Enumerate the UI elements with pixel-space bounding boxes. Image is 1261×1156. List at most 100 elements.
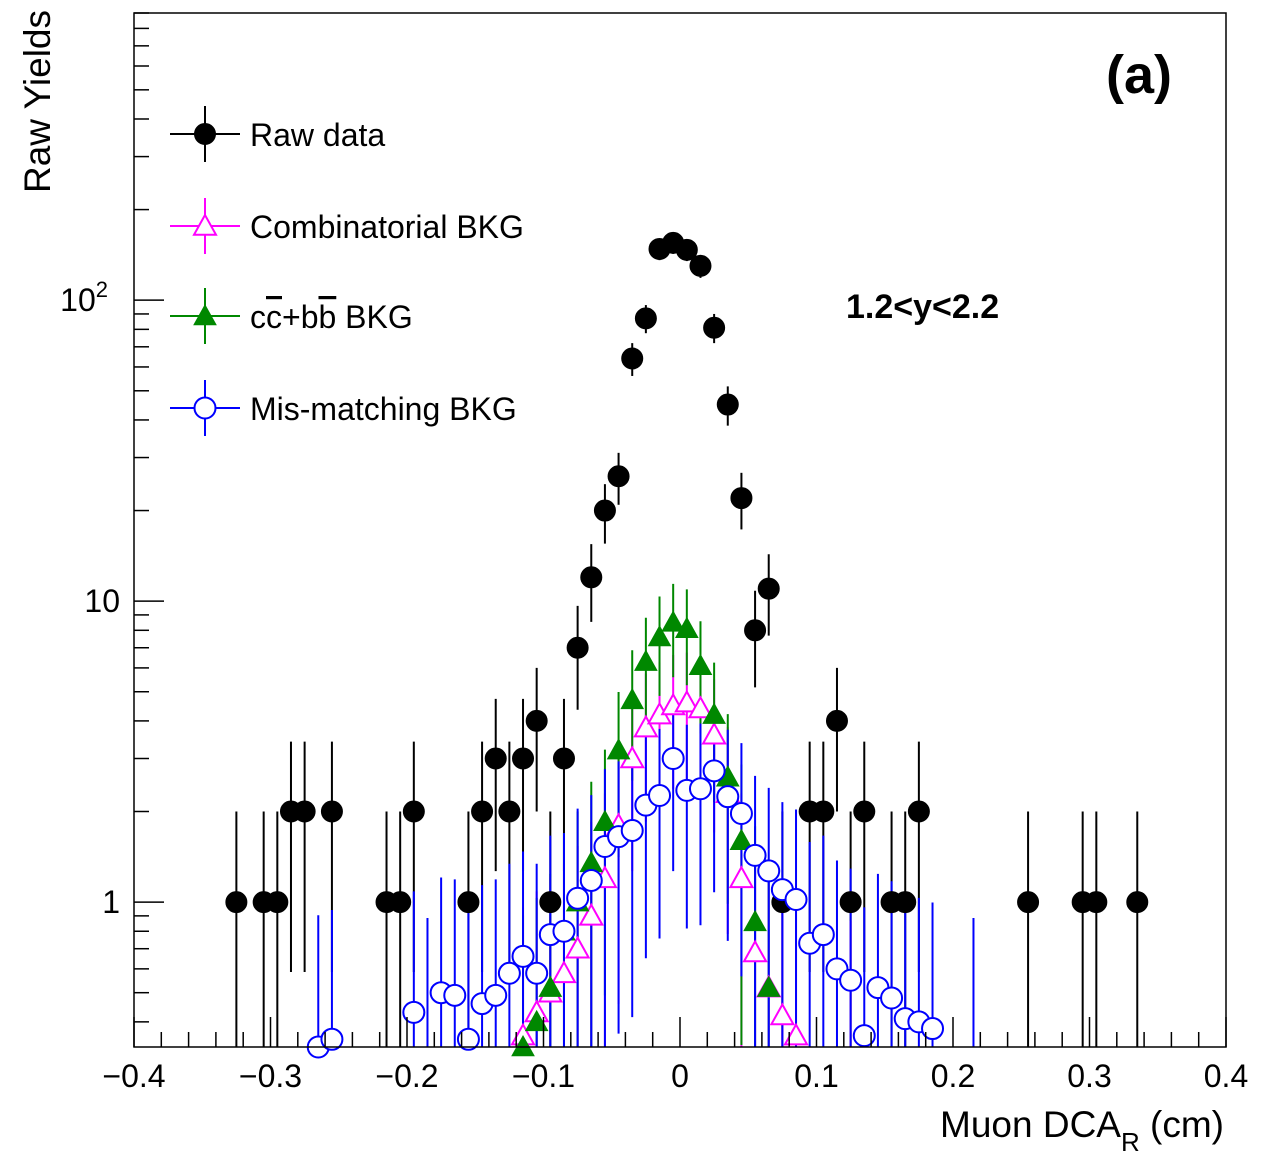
raw-data-point xyxy=(1126,891,1149,914)
raw-data-point xyxy=(266,891,289,914)
legend-marker xyxy=(193,303,217,326)
raw-data-point xyxy=(730,487,753,510)
legend-marker xyxy=(192,212,218,236)
raw-data-point xyxy=(539,891,562,914)
raw-data-point xyxy=(512,747,535,770)
mis-matching-bkg-point xyxy=(688,777,712,801)
cc-bb-bkg-point xyxy=(743,909,767,932)
x-axis-title-main: Muon DCA xyxy=(940,1104,1121,1145)
mis-matching-bkg-point xyxy=(443,983,467,1007)
legend-marker xyxy=(194,123,216,145)
x-axis-title-subscript: R xyxy=(1121,1127,1140,1156)
x-tick-label: −0.2 xyxy=(375,1058,438,1094)
cc-bb-bkg-point xyxy=(593,809,617,831)
mis-matching-bkg-point xyxy=(497,961,521,985)
x-tick-label: 0.2 xyxy=(931,1058,975,1094)
raw-data-point xyxy=(471,800,494,823)
panel-label: (a) xyxy=(1106,45,1172,105)
raw-data-point xyxy=(607,465,630,488)
y-tick-label: 10 xyxy=(84,583,120,619)
x-axis-ticks: −0.4 −0.3 −0.2 −0.1 0 0.1 0.2 0.3 0.4 xyxy=(102,1017,1248,1094)
raw-data-point xyxy=(744,619,767,642)
raw-data-point xyxy=(566,636,589,659)
legend: Raw data Combinatorial BKG cc+bb BKG Mis-ma… xyxy=(170,106,524,436)
combinatorial-bkg-point xyxy=(742,939,768,963)
mis-matching-bkg-point xyxy=(620,818,644,842)
combinatorial-bkg-point xyxy=(728,865,755,889)
raw-data-point xyxy=(320,800,343,823)
legend-label: Combinatorial BKG xyxy=(250,209,524,245)
raw-data-point xyxy=(689,254,712,277)
mis-matching-bkg-point xyxy=(648,784,672,808)
x-tick-label: 0.3 xyxy=(1067,1058,1111,1094)
raw-data-point xyxy=(580,566,603,589)
rapidity-annotation: 1.2<y<2.2 xyxy=(846,288,999,326)
raw-data-point xyxy=(484,747,507,770)
cc-bb-bkg-point xyxy=(702,702,726,724)
raw-data-point xyxy=(757,577,780,600)
raw-data-point xyxy=(853,800,876,823)
x-tick-label: 0.4 xyxy=(1204,1058,1248,1094)
raw-data-point xyxy=(293,800,316,823)
mis-matching-bkg-point xyxy=(566,886,590,910)
legend-label: cc+bb BKG xyxy=(250,299,413,335)
combinatorial-bkg-point xyxy=(701,721,727,745)
raw-data-point xyxy=(825,709,848,732)
combinatorial-bkg-point xyxy=(783,1022,809,1046)
x-tick-label: −0.1 xyxy=(512,1058,575,1094)
combinatorial-bkg-point xyxy=(564,935,591,959)
raw-data-point xyxy=(552,747,575,770)
mis-matching-bkg-point xyxy=(716,785,740,809)
combinatorial-bkg-point xyxy=(551,960,577,984)
raw-data-point xyxy=(812,800,835,823)
cc-bb-bkg-point xyxy=(511,1034,535,1057)
y-axis-title: Raw Yields xyxy=(17,10,58,193)
data-markers xyxy=(225,231,1149,1059)
combinatorial-bkg-point xyxy=(687,695,714,719)
mis-matching-bkg-point xyxy=(525,961,549,985)
raw-data-point xyxy=(525,709,548,732)
raw-data-point xyxy=(839,891,862,914)
raw-data-point xyxy=(1085,891,1108,914)
mis-matching-bkg-point xyxy=(921,1017,945,1041)
raw-data-point xyxy=(593,499,616,522)
cc-bb-bkg-point xyxy=(620,687,645,710)
x-axis-title: Muon DCAR (cm) xyxy=(940,1104,1224,1156)
mis-matching-bkg-point xyxy=(484,983,508,1007)
combinatorial-bkg-point xyxy=(769,1002,796,1026)
y-tick-label: 102 xyxy=(60,277,108,318)
error-bars xyxy=(235,232,1139,1047)
mis-matching-bkg-point xyxy=(702,759,726,783)
mis-matching-bkg-point xyxy=(511,944,535,968)
cc-bb-bkg-point xyxy=(756,975,781,997)
raw-data-point xyxy=(457,891,480,914)
combinatorial-bkg-point xyxy=(674,689,700,713)
raw-data-point xyxy=(225,891,248,914)
raw-data-point xyxy=(716,393,739,416)
mis-matching-bkg-point xyxy=(839,968,863,992)
raw-data-point xyxy=(1017,891,1040,914)
cc-bb-bkg-point xyxy=(729,828,754,850)
raw-data-point xyxy=(703,316,726,339)
legend-marker xyxy=(193,396,217,420)
mis-matching-bkg-point xyxy=(661,747,685,771)
raw-data-point xyxy=(907,800,930,823)
mis-matching-bkg-point xyxy=(456,1027,480,1051)
x-tick-label: 0 xyxy=(671,1058,689,1094)
cc-bb-bkg-point xyxy=(647,624,672,647)
mis-matching-bkg-point xyxy=(579,868,603,892)
cc-bb-bkg-point xyxy=(674,616,699,638)
x-tick-label: 0.1 xyxy=(794,1058,838,1094)
x-tick-label: −0.4 xyxy=(102,1058,165,1094)
mis-matching-bkg-point xyxy=(729,801,753,825)
cc-bb-bkg-point xyxy=(688,653,713,676)
plot-frame xyxy=(133,12,1227,1048)
x-tick-label: −0.3 xyxy=(239,1058,302,1094)
cc-bb-bkg-point xyxy=(634,649,658,671)
cc-bb-bkg-point xyxy=(524,1009,549,1032)
mis-matching-bkg-point xyxy=(552,919,576,943)
combinatorial-bkg-point xyxy=(633,714,659,738)
y-axis-ticks: 1 10 102 xyxy=(60,12,164,1023)
mis-matching-bkg-point xyxy=(402,1000,426,1024)
